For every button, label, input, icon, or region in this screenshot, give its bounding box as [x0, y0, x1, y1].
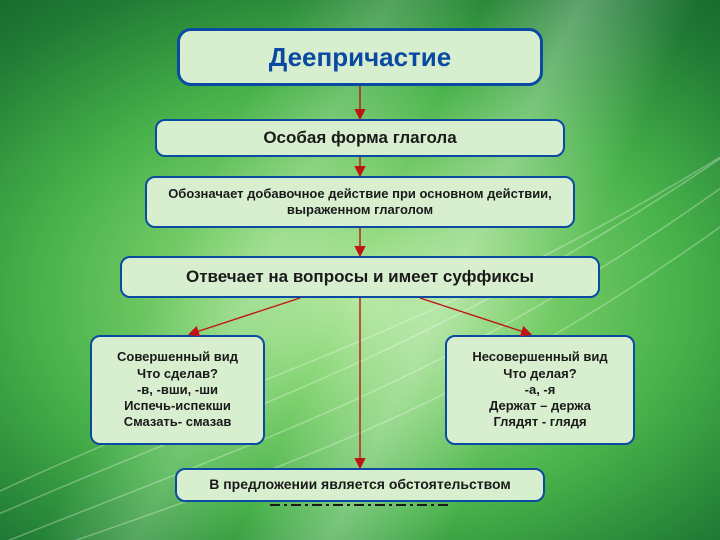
node-title: Деепричастие: [177, 28, 543, 86]
slide-stage: Деепричастие Особая форма глагола Обозна…: [0, 0, 720, 540]
node-sentence-text: В предложении является обстоятельством: [209, 476, 511, 494]
node-questions-text: Отвечает на вопросы и имеет суффиксы: [186, 266, 534, 287]
node-meaning: Обозначает добавочное действие при основ…: [145, 176, 575, 228]
node-imperfective-text: Несовершенный вид Что делая? -а, -я Держ…: [472, 349, 607, 430]
node-questions: Отвечает на вопросы и имеет суффиксы: [120, 256, 600, 298]
node-imperfective: Несовершенный вид Что делая? -а, -я Держ…: [445, 335, 635, 445]
node-title-text: Деепричастие: [269, 41, 452, 74]
node-perfective-text: Совершенный вид Что сделав? -в, -вши, -ш…: [117, 349, 238, 430]
node-sentence: В предложении является обстоятельством: [175, 468, 545, 502]
node-meaning-text: Обозначает добавочное действие при основ…: [157, 186, 563, 219]
node-form: Особая форма глагола: [155, 119, 565, 157]
node-perfective: Совершенный вид Что сделав? -в, -вши, -ш…: [90, 335, 265, 445]
node-form-text: Особая форма глагола: [263, 127, 456, 148]
